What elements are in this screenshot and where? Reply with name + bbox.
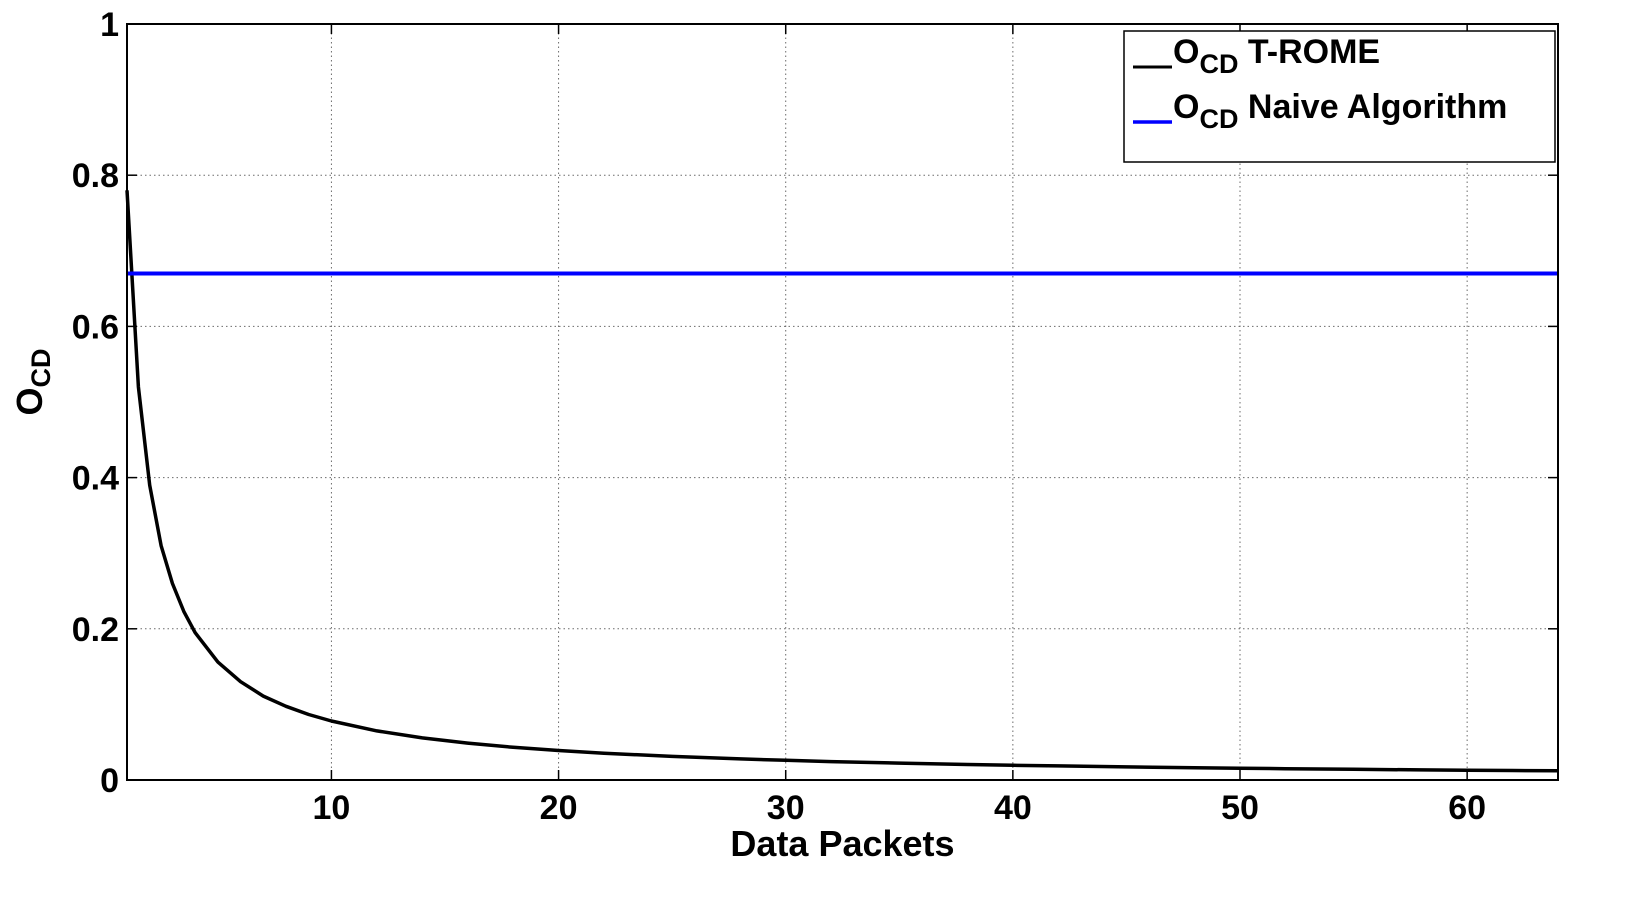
- x-axis-label: Data Packets: [730, 823, 954, 864]
- x-tick-label: 40: [994, 789, 1032, 827]
- x-tick-label: 10: [313, 789, 351, 827]
- y-axis-label-subscript: CD: [26, 348, 56, 387]
- x-axis-tick-labels: 10 20 30 40 50 60: [313, 789, 1487, 827]
- y-tick-label: 1: [100, 6, 119, 44]
- y-tick-label: 0.4: [72, 460, 119, 498]
- y-tick-label: 0.2: [72, 611, 119, 649]
- y-axis-label: OCD: [9, 348, 56, 415]
- y-tick-label: 0.6: [72, 308, 119, 346]
- plot-area-frame: [126, 23, 1559, 781]
- x-tick-label: 60: [1448, 789, 1486, 827]
- y-tick-label: 0: [100, 762, 119, 800]
- legend-label-t-rome-subscript: CD: [1199, 49, 1238, 79]
- y-axis-label-main: O: [9, 387, 50, 415]
- legend-label-naive-main: O: [1173, 88, 1199, 126]
- x-tick-label: 20: [540, 789, 578, 827]
- axis-ticks: [127, 23, 1558, 781]
- x-tick-label: 50: [1221, 789, 1259, 827]
- series-line-t-rome: [125, 190, 1559, 773]
- legend-label-t-rome-main: O: [1173, 33, 1199, 71]
- legend-label-naive: OCD Naive Algorithm: [1173, 88, 1507, 134]
- legend-label-naive-rest: Naive Algorithm: [1238, 88, 1507, 126]
- y-axis-tick-labels: 0 0.2 0.4 0.6 0.8 1: [72, 6, 119, 800]
- legend-label-t-rome-rest: T-ROME: [1238, 33, 1380, 71]
- legend: OCD T-ROME OCD Naive Algorithm: [1123, 30, 1556, 163]
- legend-label-naive-subscript: CD: [1199, 104, 1238, 134]
- y-tick-label: 0.8: [72, 157, 119, 195]
- legend-box: [1123, 30, 1556, 163]
- x-tick-label: 30: [767, 789, 805, 827]
- series-lines: [125, 190, 1559, 773]
- legend-label-t-rome: OCD T-ROME: [1173, 33, 1380, 79]
